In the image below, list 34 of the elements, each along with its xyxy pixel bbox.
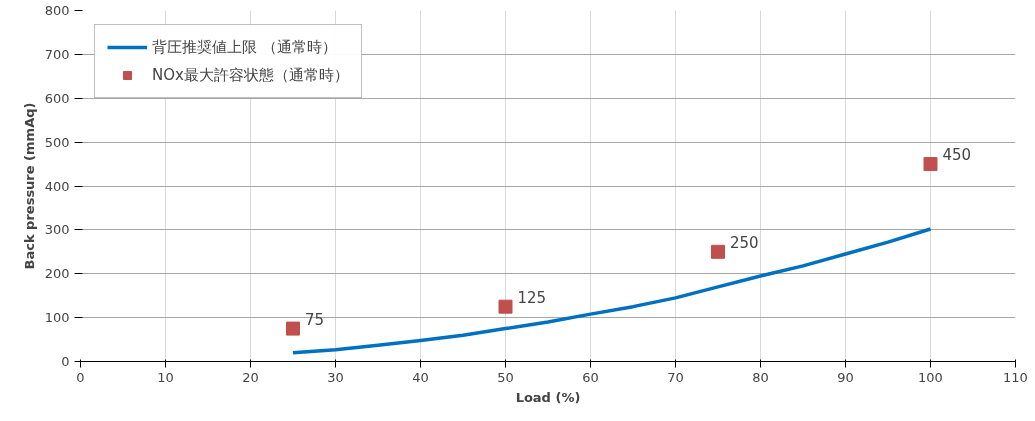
y-tick-label: 300 <box>44 222 70 238</box>
data-label: 250 <box>730 233 759 252</box>
x-tick-label: 0 <box>76 369 85 385</box>
x-tick-label: 110 <box>1003 369 1028 385</box>
y-tick-label: 200 <box>44 266 70 282</box>
point <box>498 299 513 314</box>
line-series <box>291 227 933 355</box>
x-tick-label: 50 <box>497 369 514 385</box>
point <box>286 321 300 336</box>
x-axis-title: Load (%) <box>515 389 581 405</box>
y-tick-label: 400 <box>44 178 70 194</box>
point <box>711 244 725 259</box>
y-tick-label: 0 <box>61 354 70 369</box>
x-tick-label: 80 <box>752 369 769 385</box>
y-tick-label: 600 <box>44 90 70 106</box>
y-tick-label: 700 <box>44 46 70 62</box>
x-tick-label: 40 <box>412 369 429 385</box>
data-label: 75 <box>305 310 325 329</box>
x-tick-label: 20 <box>242 369 259 385</box>
x-tick-label: 100 <box>918 369 943 385</box>
legend-label: 背圧推奨値上限 （通常時） <box>152 37 337 57</box>
data-label: 125 <box>517 288 547 307</box>
y-axis-title: Back pressure (mmAq) <box>21 102 37 270</box>
y-tick-label: 800 <box>44 3 70 18</box>
y-tick-label: 100 <box>44 310 70 326</box>
legend-label: NOx最大許容状態（通常時） <box>152 65 349 85</box>
data-label: 450 <box>942 146 972 165</box>
x-tick-label: 90 <box>837 369 854 385</box>
x-tick-label: 10 <box>157 369 174 385</box>
x-tick-label: 60 <box>582 369 599 385</box>
x-tick-label: 70 <box>667 369 684 385</box>
x-tick-label: 30 <box>327 369 344 385</box>
point <box>923 157 938 172</box>
y-tick-label: 500 <box>44 134 70 150</box>
